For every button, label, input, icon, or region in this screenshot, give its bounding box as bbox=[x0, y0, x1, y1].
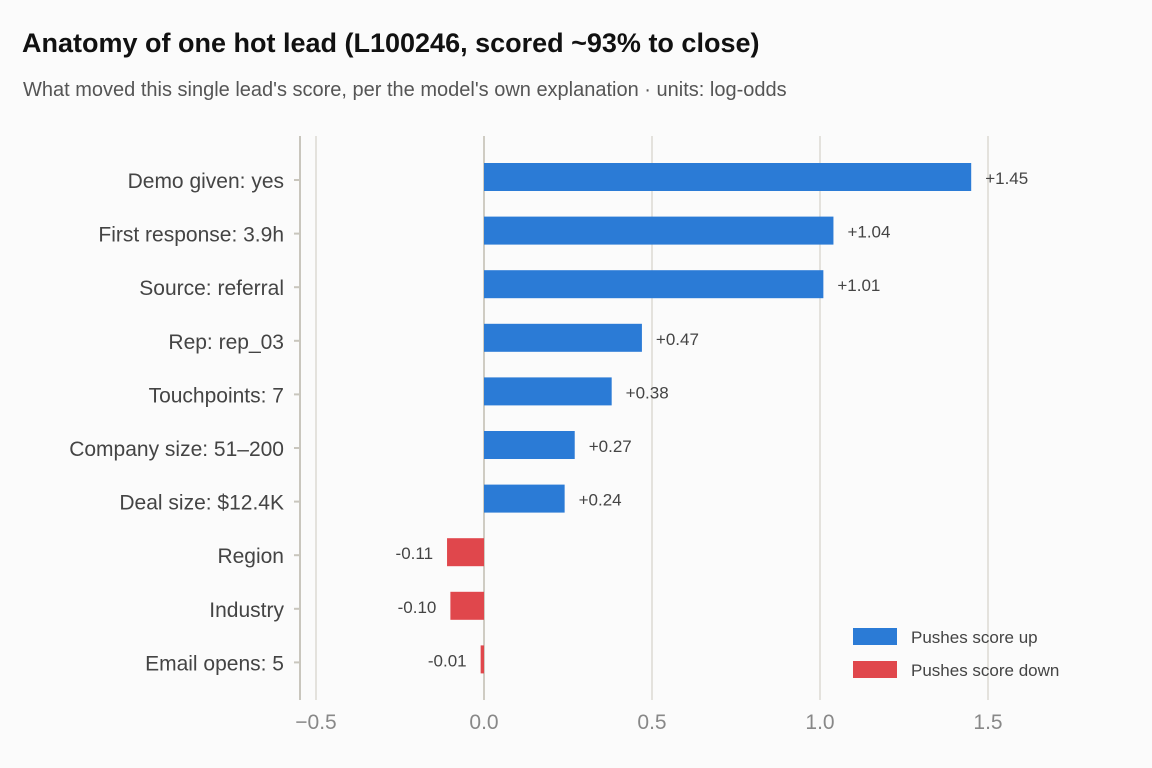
bar bbox=[484, 270, 824, 299]
bar bbox=[484, 163, 972, 191]
category-label: Demo given: yes bbox=[128, 170, 284, 193]
data-label: +0.24 bbox=[579, 491, 622, 510]
data-label: -0.01 bbox=[428, 651, 467, 670]
category-label: Industry bbox=[209, 599, 284, 622]
data-label: +1.04 bbox=[847, 223, 890, 242]
category-label: Region bbox=[217, 545, 284, 568]
category-label: Touchpoints: 7 bbox=[149, 384, 284, 407]
data-label: +0.38 bbox=[626, 383, 669, 402]
bar bbox=[450, 591, 484, 620]
category-label: Deal size: $12.4K bbox=[119, 492, 284, 515]
bar bbox=[484, 484, 565, 513]
chart-title: Anatomy of one hot lead (L100246, scored… bbox=[22, 28, 760, 58]
legend-label: Pushes score down bbox=[911, 661, 1059, 680]
category-label: First response: 3.9h bbox=[98, 224, 284, 247]
x-tick-label: 0.0 bbox=[469, 711, 498, 734]
bar bbox=[447, 538, 484, 567]
category-label: Rep: rep_03 bbox=[168, 331, 284, 354]
bar bbox=[484, 323, 642, 352]
data-label: +0.27 bbox=[589, 437, 632, 456]
legend-label: Pushes score up bbox=[911, 628, 1038, 647]
legend-swatch bbox=[853, 661, 897, 678]
x-tick-label: 1.5 bbox=[973, 711, 1002, 734]
data-label: +0.47 bbox=[656, 330, 699, 349]
data-label: +1.01 bbox=[837, 276, 880, 295]
bar bbox=[484, 216, 834, 245]
bar bbox=[480, 645, 484, 674]
x-tick-label: 1.0 bbox=[805, 711, 834, 734]
chart-subtitle: What moved this single lead's score, per… bbox=[23, 79, 787, 101]
category-label: Email opens: 5 bbox=[145, 652, 284, 675]
legend-swatch bbox=[853, 628, 897, 645]
data-label: -0.10 bbox=[398, 598, 437, 617]
x-tick-label: 0.5 bbox=[637, 711, 666, 734]
category-label: Company size: 51–200 bbox=[69, 438, 284, 461]
data-label: -0.11 bbox=[396, 544, 434, 563]
category-label: Source: referral bbox=[139, 277, 284, 300]
x-tick-label: −0.5 bbox=[295, 711, 336, 734]
bar bbox=[484, 377, 612, 406]
bar bbox=[484, 431, 575, 459]
data-label: +1.45 bbox=[985, 169, 1028, 188]
